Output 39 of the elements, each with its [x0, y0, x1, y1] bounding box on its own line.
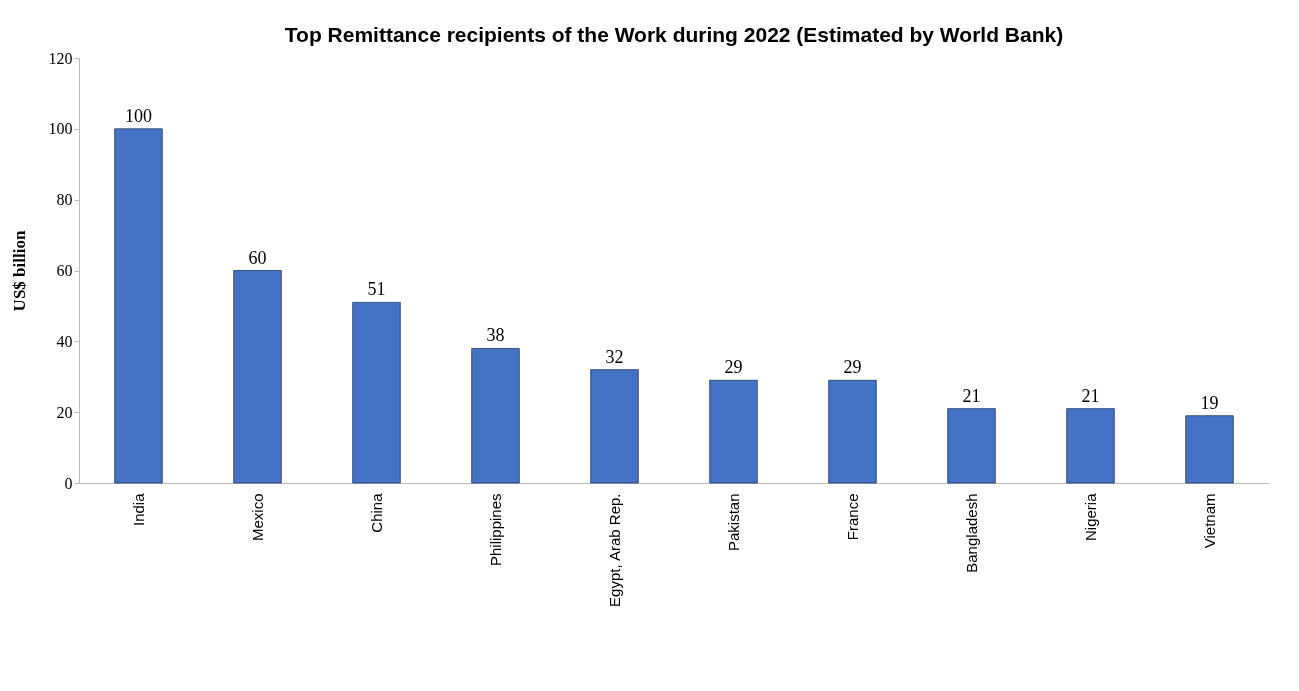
- bar: [352, 301, 401, 484]
- x-tick-label: India: [129, 492, 147, 527]
- y-tick-label: 120: [48, 49, 73, 67]
- x-tick-label: Vietnam: [1200, 493, 1218, 549]
- y-tick-label: 100: [48, 120, 73, 138]
- bar: [709, 379, 758, 484]
- data-label: 21: [962, 385, 981, 406]
- bar: [1185, 415, 1234, 484]
- data-label: 29: [724, 357, 743, 378]
- y-axis-title: US$ billion: [9, 230, 29, 312]
- x-tick-label: Bangladesh: [962, 493, 980, 573]
- x-tick-label: Philippines: [486, 493, 504, 567]
- x-tick-label: China: [367, 492, 385, 533]
- data-label: 21: [1081, 385, 1100, 406]
- x-tick-label: Mexico: [248, 493, 266, 542]
- bar: [947, 408, 996, 484]
- bar: [828, 379, 877, 484]
- data-label: 32: [605, 346, 624, 367]
- x-tick-label: Egypt, Arab Rep.: [605, 493, 623, 607]
- bar: [471, 348, 520, 484]
- x-tick-label: Pakistan: [724, 493, 742, 552]
- chart-title: Top Remittance recipients of the Work during 2022 (Estimated by World Bank): [284, 23, 1064, 46]
- data-label: 100: [125, 105, 152, 126]
- bar: [590, 369, 639, 484]
- y-tick-label: 0: [64, 474, 73, 492]
- data-label: 38: [486, 325, 505, 346]
- data-label: 29: [843, 357, 862, 378]
- y-tick-label: 60: [56, 262, 73, 279]
- y-tick-label: 20: [56, 403, 73, 421]
- data-label: 60: [248, 247, 267, 268]
- y-tick-label: 80: [56, 191, 73, 209]
- bar: [114, 128, 163, 484]
- x-tick-label: Nigeria: [1081, 492, 1099, 542]
- data-label: 51: [367, 279, 386, 300]
- x-tick-label: France: [843, 493, 861, 541]
- data-label: 19: [1200, 392, 1219, 413]
- bar: [1066, 408, 1115, 484]
- bar: [233, 270, 282, 484]
- y-tick-label: 40: [56, 332, 73, 350]
